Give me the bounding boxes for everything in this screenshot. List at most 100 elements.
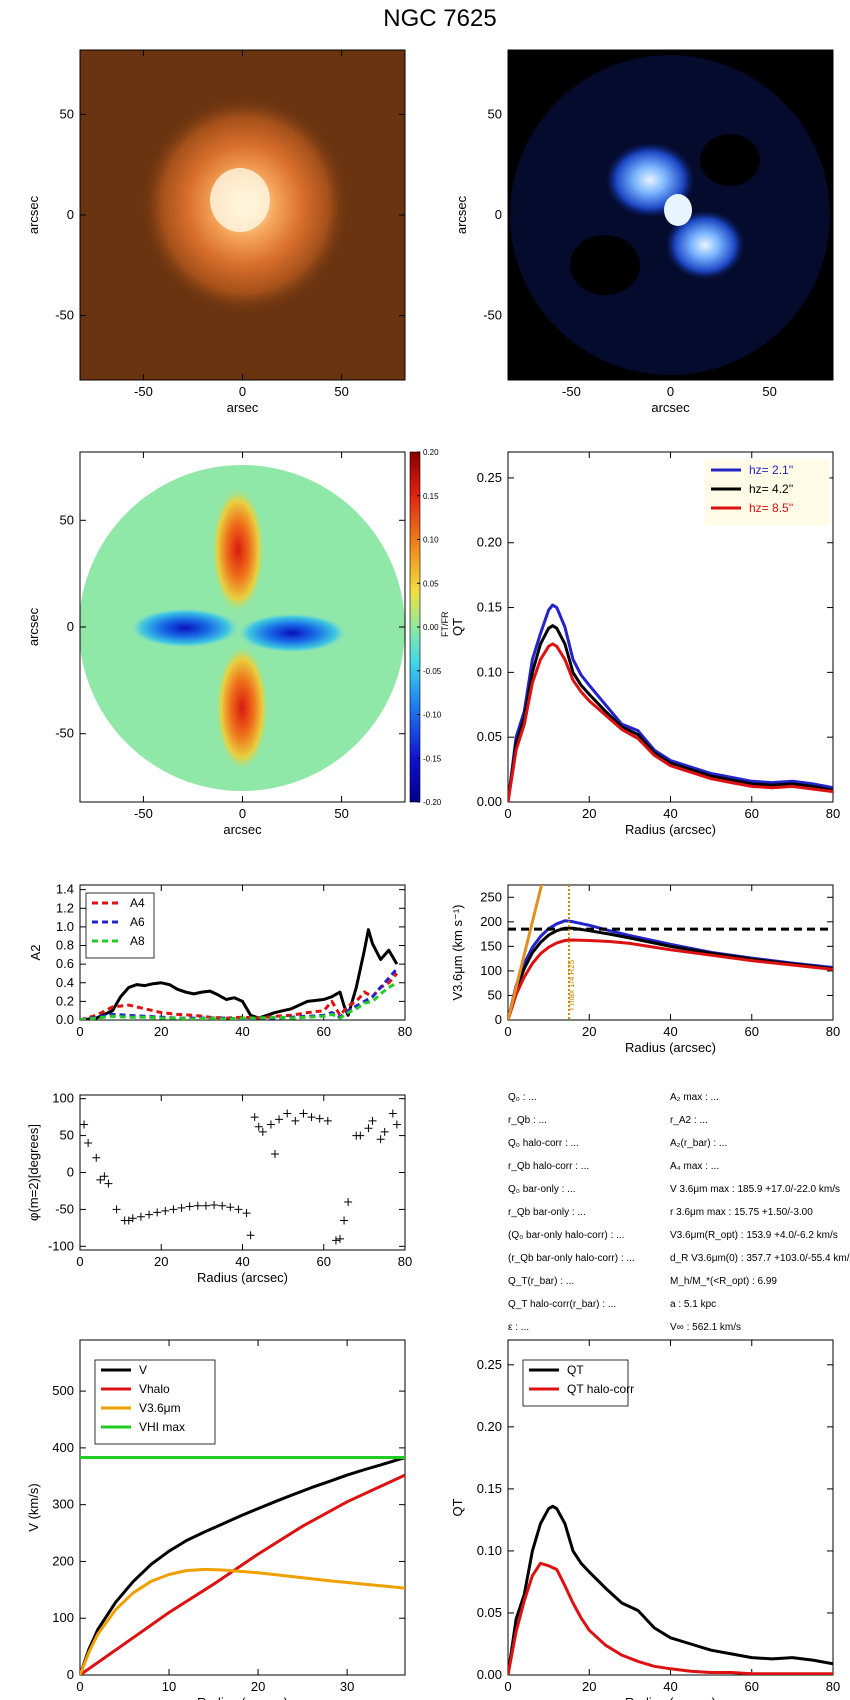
colorbar-tick-label: 0.00 xyxy=(423,623,439,632)
scatter-point xyxy=(331,1236,340,1245)
scatter-point xyxy=(271,1150,279,1159)
y-tick-label: 0.05 xyxy=(477,1605,502,1620)
x-axis-label: arcsec xyxy=(651,400,690,415)
y-tick-label: 0 xyxy=(495,207,502,222)
series-line-QT xyxy=(508,1504,833,1675)
parameter-line: r_A2 : ... xyxy=(670,1115,708,1126)
scatter-point xyxy=(153,1208,162,1217)
axes-layer: -50 0 50 -50 0 50 arsec arcsec -50 0 50 -50 0 50 arcse… xyxy=(26,49,840,1700)
y-axis-label: V (km/s) xyxy=(26,1483,41,1531)
legend: QT QT halo-corr xyxy=(522,1359,634,1407)
x-tick-label: 10 xyxy=(162,1679,176,1694)
scatter-point xyxy=(100,1172,109,1181)
x-tick-label: 80 xyxy=(398,1024,412,1039)
y-tick-label: 0.20 xyxy=(477,535,502,550)
scatter-point xyxy=(336,1234,344,1243)
y-tick-label: 0.15 xyxy=(477,1481,502,1496)
y-tick-label: 300 xyxy=(52,1497,74,1512)
y-tick-label: 50 xyxy=(488,987,502,1002)
x-tick-label: 50 xyxy=(334,806,348,821)
y-tick-label: 250 xyxy=(480,889,502,904)
y-tick-label: 150 xyxy=(480,938,502,953)
legend-box xyxy=(94,1359,216,1445)
parameter-line: r 3.6μm max : 15.75 +1.50/-3.00 xyxy=(670,1207,813,1218)
y-tick-label: -50 xyxy=(483,308,502,323)
y-tick-label: 0.00 xyxy=(477,794,502,809)
x-tick-label: 20 xyxy=(251,1679,265,1694)
parameter-line: V 3.6μm max : 185.9 +17.0/-22.0 km/s xyxy=(670,1184,840,1195)
x-tick-label: 50 xyxy=(762,384,776,399)
parameter-line: Q₀ : ... xyxy=(508,1092,537,1103)
axes-p10: 0 20 40 60 80 0.00 0.05 0.10 0.15 0.20 0.25 Radius … xyxy=(450,1339,840,1700)
scatter-point xyxy=(307,1113,316,1122)
legend: hz= 2.1'' hz= 4.2'' hz= 8.5'' xyxy=(704,459,830,526)
x-tick-label: 0 xyxy=(667,384,674,399)
y-axis-label: arcsec xyxy=(454,195,469,234)
parameter-column-right: A₂ max : ... r_A2 : ... A₂(r_bar) : ... A₄ … xyxy=(670,1092,850,1333)
y-tick-label: 0.20 xyxy=(477,1419,502,1434)
parameter-line: (r_Qb bar-only halo-corr) : ... xyxy=(508,1253,635,1264)
x-tick-label: 0 xyxy=(76,1679,83,1694)
series-line-A4 xyxy=(80,972,399,1020)
scatter-point xyxy=(136,1212,145,1221)
parameter-line: Q₀ halo-corr : ... xyxy=(508,1138,579,1149)
x-tick-label: 0 xyxy=(239,806,246,821)
x-tick-label: 80 xyxy=(826,1024,840,1039)
y-tick-label: 100 xyxy=(480,963,502,978)
plot-frame xyxy=(507,884,834,1021)
y-tick-label: -100 xyxy=(48,1238,74,1253)
series-group xyxy=(508,885,833,1020)
series-line-hz-4-2- xyxy=(508,624,833,802)
y-tick-label: 50 xyxy=(488,106,502,121)
axes-p3: -50 0 50 -50 0 50 arcsec arcsec 0.20 0.15 0.10 0.05… xyxy=(26,448,450,837)
x-tick-label: 60 xyxy=(745,1679,759,1694)
force-map-image xyxy=(80,465,405,791)
x-tick-label: 40 xyxy=(663,806,677,821)
series-line-red xyxy=(508,938,833,1020)
series-line-QT-halo-corr xyxy=(508,1561,833,1675)
x-tick-label: 40 xyxy=(235,1254,249,1269)
scatter-point xyxy=(84,1138,93,1147)
y-axis-label: arcsec xyxy=(26,607,41,646)
figure-title: NGC 7625 xyxy=(383,5,496,32)
scatter-point xyxy=(323,1116,332,1125)
scatter-point xyxy=(210,1200,219,1209)
x-tick-label: 20 xyxy=(582,1024,596,1039)
parameter-line: A₄ max : ... xyxy=(670,1161,719,1172)
y-tick-label: 200 xyxy=(52,1553,74,1568)
axes-p2: -50 0 50 -50 0 50 arcsec arcsec xyxy=(454,49,834,415)
series-group xyxy=(508,1504,833,1675)
x-axis-label: Radius (arcsec) xyxy=(197,1695,288,1700)
vline-label: r max 1/4 R25 xyxy=(567,959,576,1010)
y-tick-label: 0.25 xyxy=(477,470,502,485)
y-tick-label: 1.2 xyxy=(56,900,74,915)
y-tick-label: 0.0 xyxy=(56,1012,74,1027)
colorbar-tick-label: -0.05 xyxy=(423,667,442,676)
scatter-point xyxy=(376,1135,385,1144)
x-axis-label: Radius (arcsec) xyxy=(625,1040,716,1055)
colorbar-tick-label: 0.10 xyxy=(423,536,439,545)
y-tick-label: 1.0 xyxy=(56,919,74,934)
series-line-blue xyxy=(508,919,833,1020)
axes-p1: -50 0 50 -50 0 50 arsec arcsec xyxy=(26,49,406,415)
panel-force-map xyxy=(80,451,421,803)
scatter-point xyxy=(315,1114,324,1123)
y-tick-label: 0.10 xyxy=(477,1543,502,1558)
x-tick-label: 40 xyxy=(235,1024,249,1039)
axes-p9: 01020300100200300400500Radius (arcsec)V … xyxy=(26,1339,406,1700)
y-tick-label: -50 xyxy=(55,1201,74,1216)
y-tick-label: 0 xyxy=(67,619,74,634)
y-tick-label: -50 xyxy=(55,308,74,323)
x-tick-label: -50 xyxy=(134,384,153,399)
scatter-point xyxy=(234,1205,243,1214)
force-lobe-top xyxy=(212,488,264,612)
x-tick-label: 20 xyxy=(582,806,596,821)
y-axis-label: QT xyxy=(450,1498,465,1516)
x-tick-label: 50 xyxy=(334,384,348,399)
residual-arm-lower xyxy=(665,210,745,280)
y-axis-label: arcsec xyxy=(26,195,41,234)
x-tick-label: 60 xyxy=(317,1024,331,1039)
x-tick-label: 0 xyxy=(504,806,511,821)
y-tick-label: 0 xyxy=(67,1165,74,1180)
x-axis-label: Radius (arcsec) xyxy=(625,822,716,837)
